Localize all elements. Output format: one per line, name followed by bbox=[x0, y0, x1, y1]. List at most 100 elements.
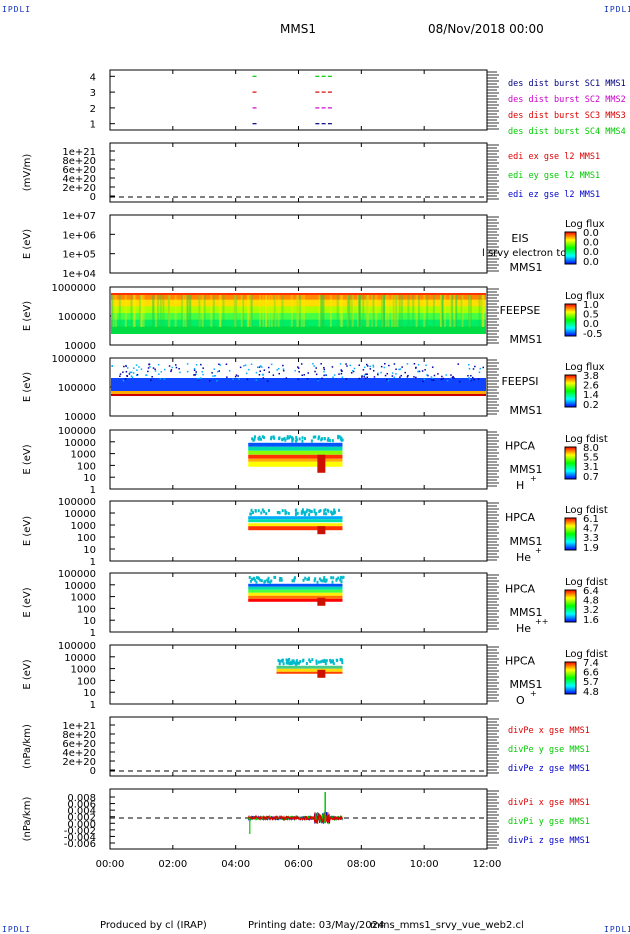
spectrogram-streak bbox=[482, 293, 485, 327]
spectrogram-dot bbox=[441, 375, 443, 378]
spectrogram-dot bbox=[373, 376, 376, 378]
spectrogram-dot bbox=[472, 368, 475, 370]
y-axis-label: (nPa/km) bbox=[22, 724, 33, 769]
spectrogram-dot bbox=[417, 370, 420, 373]
spectrogram-streak bbox=[321, 293, 324, 327]
spectrogram-dot bbox=[135, 364, 138, 366]
spectrogram-dot bbox=[361, 375, 363, 377]
spectrogram-dot bbox=[226, 376, 228, 378]
spectrogram-dot bbox=[315, 367, 317, 369]
panel-5: E (eV) 1000000 100000 10000 FEEPSI MMS1 Log fl… bbox=[22, 354, 605, 423]
spectrogram-dot bbox=[362, 369, 365, 371]
spectrogram-dot bbox=[315, 373, 318, 376]
panel-3: E (eV) 1e+07 1e+06 1e+05 1e+04 EIS MMS1 l srvy … bbox=[22, 211, 605, 280]
spectrogram-dot bbox=[386, 372, 389, 375]
y-tick-label: 1 bbox=[90, 628, 96, 639]
hpca-speck bbox=[263, 436, 266, 440]
spectrogram-dot bbox=[446, 380, 449, 382]
colorbar bbox=[564, 661, 577, 695]
hpca-speck bbox=[310, 439, 313, 443]
hpca-speck bbox=[295, 436, 298, 440]
spectrogram-dot bbox=[258, 374, 261, 376]
spectrogram-dot bbox=[425, 364, 427, 367]
hpca-speck bbox=[288, 661, 291, 665]
spectrogram-dot bbox=[393, 376, 395, 379]
spectrogram-dot bbox=[433, 374, 436, 377]
spectrogram-dot bbox=[366, 376, 369, 379]
hpca-speck bbox=[298, 661, 301, 665]
spectrogram-dot bbox=[125, 371, 128, 373]
spectrogram-streak bbox=[189, 293, 192, 327]
spectrogram-streak bbox=[440, 293, 443, 327]
hpca-speck bbox=[314, 577, 317, 581]
hpca-speck bbox=[285, 658, 288, 662]
spectrogram-streak bbox=[441, 293, 444, 327]
y-axis-label: E (eV) bbox=[22, 659, 33, 689]
hpca-speck bbox=[270, 579, 273, 583]
hpca-speck bbox=[325, 578, 328, 582]
spectrogram-dot bbox=[255, 379, 258, 381]
spectrogram-dot bbox=[407, 374, 409, 377]
x-tick-label: 12:00 bbox=[473, 859, 502, 870]
hpca-speck bbox=[325, 659, 328, 663]
spectrogram-streak bbox=[481, 293, 484, 327]
hpca-speck bbox=[338, 435, 341, 439]
hpca-speck bbox=[318, 509, 321, 513]
hpca-hot-spot bbox=[317, 454, 326, 473]
y-tick-label: 1000000 bbox=[51, 283, 96, 294]
colorbar-title: Log fdist bbox=[565, 649, 608, 660]
colorbar-title: Log flux bbox=[565, 219, 605, 230]
spectrogram-streak bbox=[270, 293, 273, 327]
y-tick-label: 100 bbox=[77, 676, 96, 687]
spectrogram-dot bbox=[195, 371, 197, 373]
y-tick-label: 2e+20 bbox=[62, 183, 96, 194]
spectrogram-dot bbox=[235, 374, 238, 376]
spectrogram-dot bbox=[276, 369, 278, 371]
hpca-speck bbox=[255, 580, 258, 584]
spectrogram-streak bbox=[114, 293, 117, 327]
colorbar-tick-label: 1.6 bbox=[583, 615, 599, 626]
y-tick-label: 100000 bbox=[58, 426, 96, 437]
hpca-speck bbox=[339, 578, 342, 582]
legend-entry: des dist burst SC2 MMS2 bbox=[508, 95, 626, 105]
spacecraft-label: MMS1 bbox=[510, 678, 543, 691]
hpca-speck bbox=[287, 660, 290, 664]
species-label: He bbox=[516, 551, 531, 564]
hpca-speck bbox=[267, 509, 270, 513]
spectrogram-dot bbox=[193, 369, 196, 372]
spectrogram-streak bbox=[233, 293, 236, 327]
y-tick-label: 6e+20 bbox=[62, 739, 96, 750]
spectrogram-dot bbox=[232, 378, 234, 381]
spectrogram-dot bbox=[380, 371, 382, 374]
hpca-band bbox=[248, 523, 343, 527]
spectrogram-dot bbox=[453, 377, 455, 379]
spectrogram-dot bbox=[111, 365, 113, 367]
hpca-speck bbox=[272, 435, 275, 439]
species-label: He bbox=[516, 622, 531, 635]
spectrogram-dot bbox=[261, 366, 263, 368]
spectrogram-streak bbox=[250, 293, 253, 327]
spectrogram-streak bbox=[218, 293, 221, 327]
spectrogram-dot bbox=[214, 374, 216, 377]
x-tick-label: 06:00 bbox=[284, 859, 313, 870]
spectrogram-streak bbox=[235, 293, 238, 327]
spectrogram-streak bbox=[449, 293, 452, 327]
spectrogram-dot bbox=[340, 372, 343, 375]
spectrogram-dot bbox=[314, 370, 316, 373]
spectrogram-streak bbox=[426, 293, 429, 327]
hpca-speck bbox=[323, 437, 326, 441]
spectrogram-dot bbox=[152, 367, 155, 369]
colorbar-title: Log fdist bbox=[565, 505, 608, 516]
footer-printing-date: Printing date: 03/May/2024 bbox=[248, 920, 385, 931]
spectrogram-dot bbox=[238, 378, 240, 380]
spectrogram-dot bbox=[388, 364, 390, 367]
hpca-band bbox=[248, 598, 343, 602]
hpca-band bbox=[276, 665, 343, 669]
hpca-speck bbox=[341, 658, 344, 662]
spectrogram-dot bbox=[301, 374, 303, 377]
hpca-speck bbox=[302, 658, 305, 662]
hpca-speck bbox=[252, 438, 255, 442]
spectrogram-dot bbox=[262, 377, 265, 379]
